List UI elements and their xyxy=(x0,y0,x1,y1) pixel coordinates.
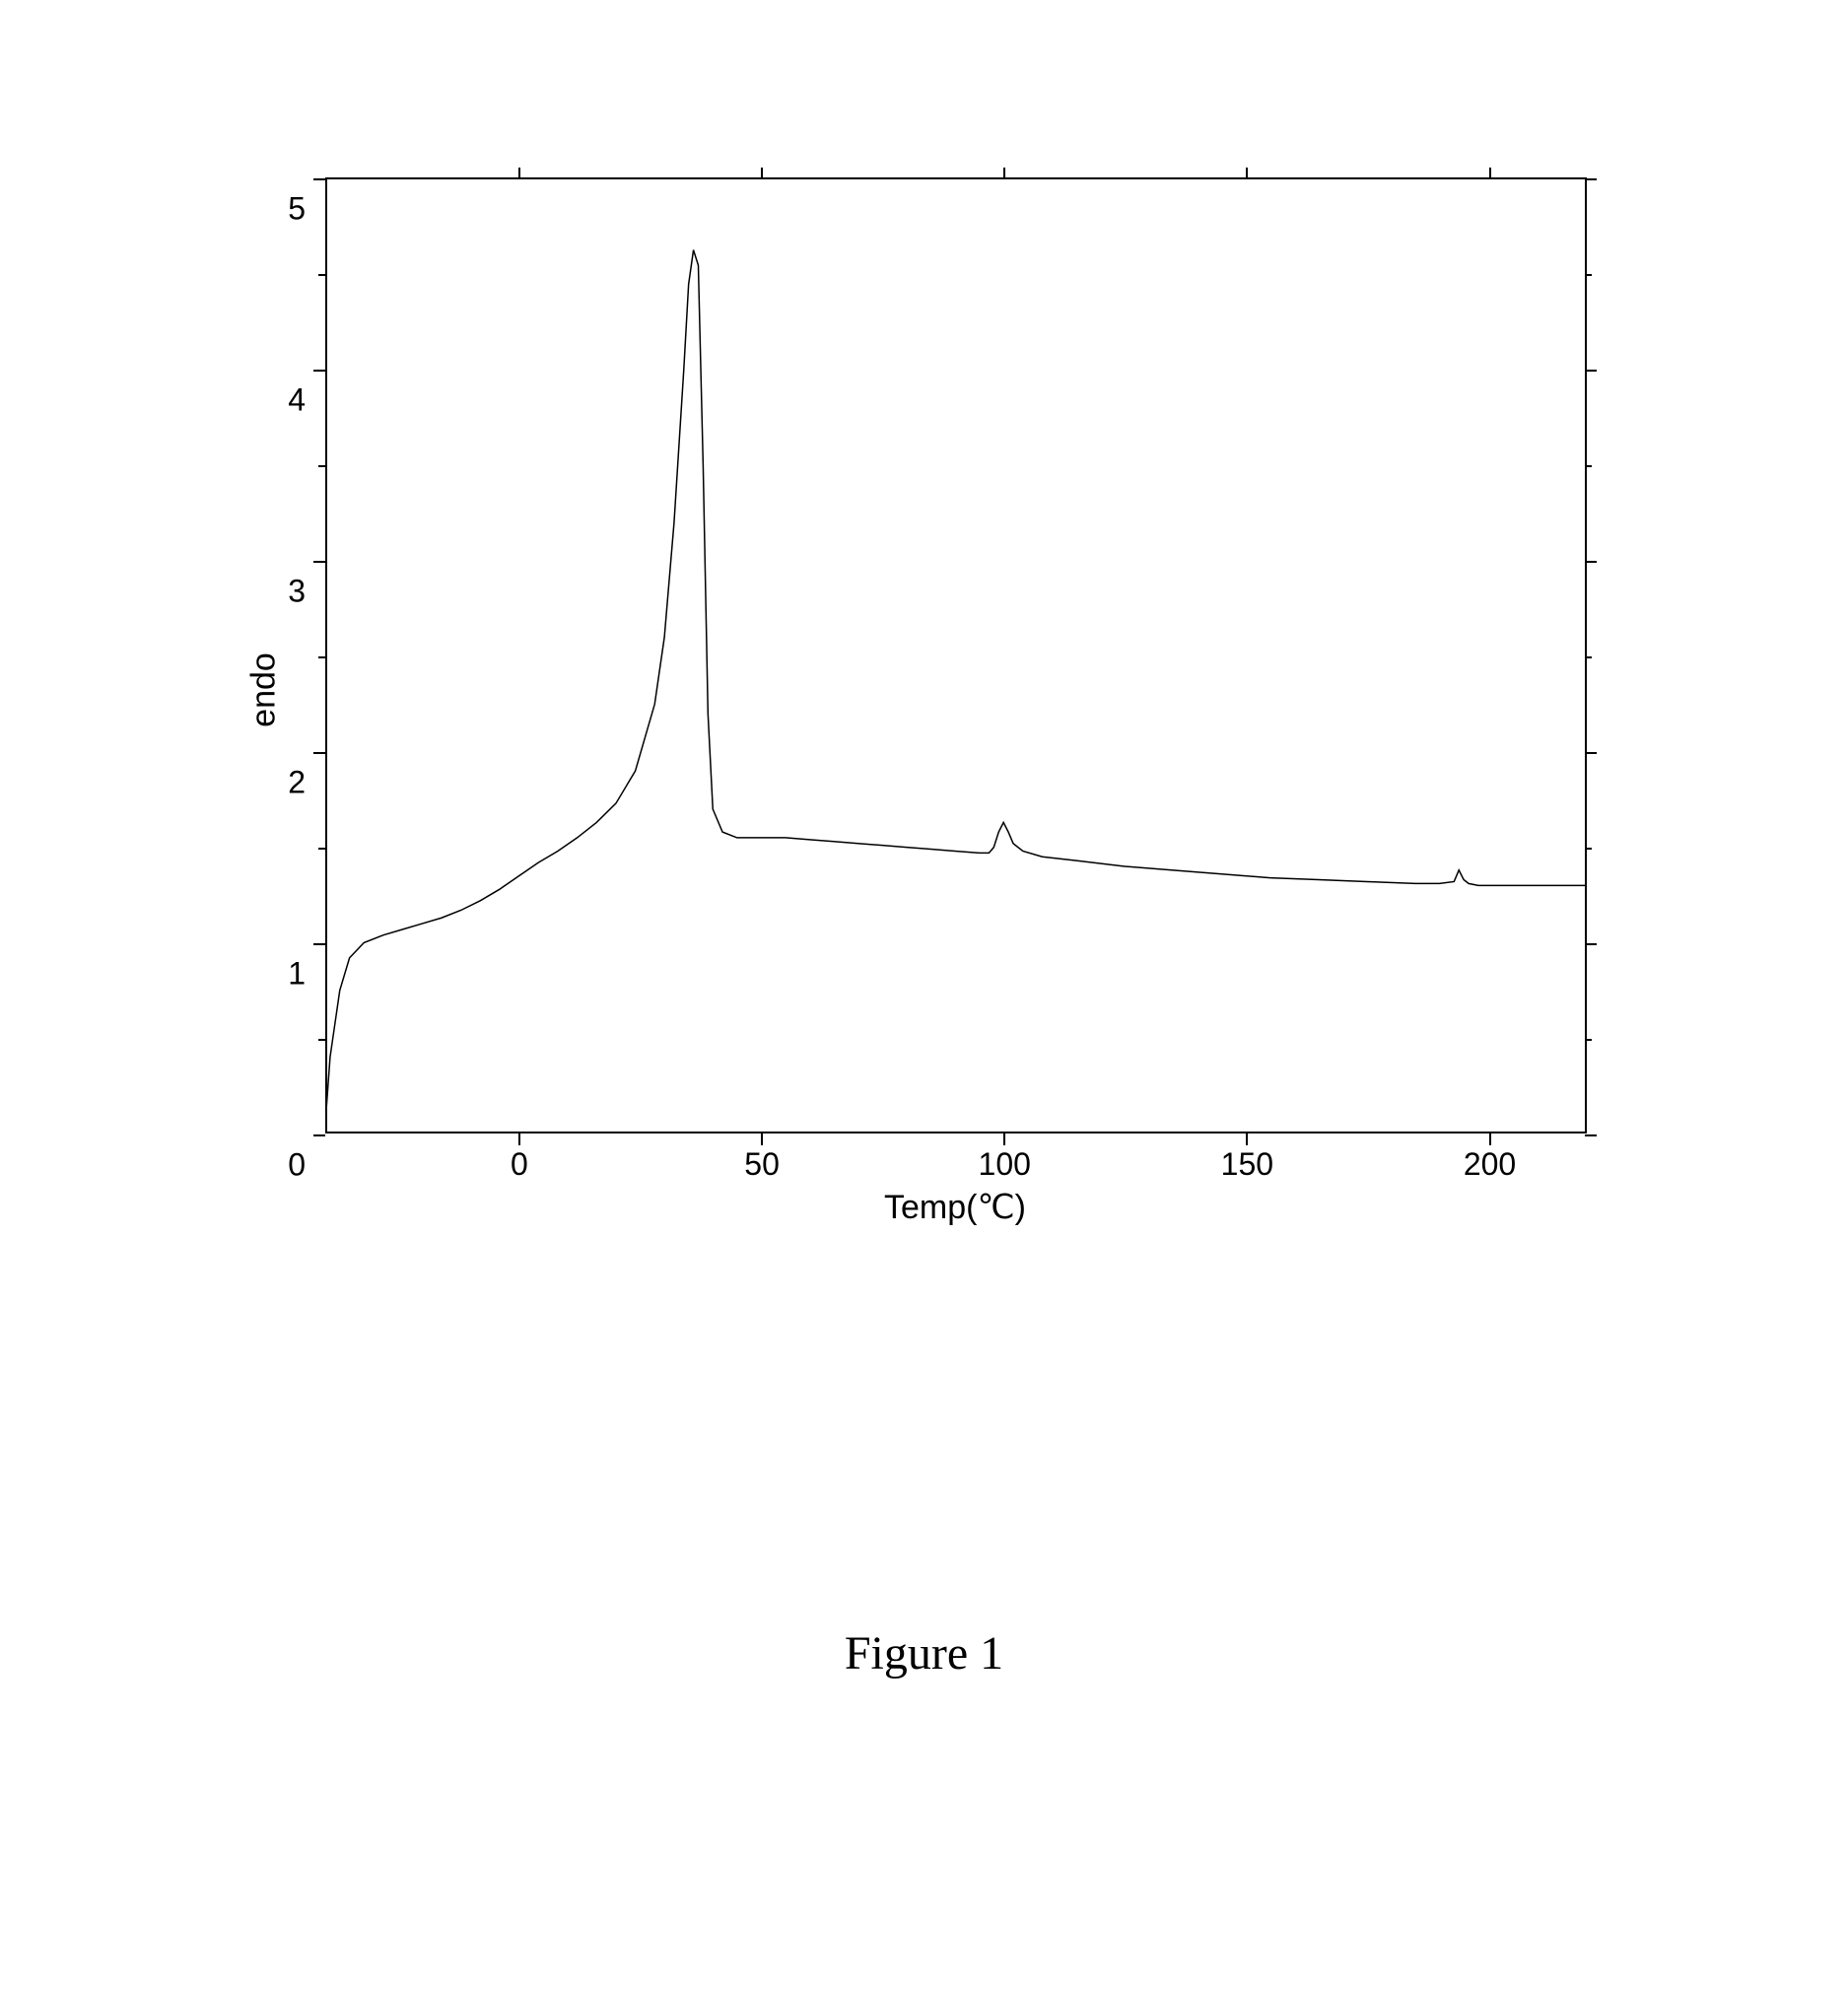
y-tick-minor xyxy=(318,1039,325,1041)
y-tick xyxy=(313,370,325,372)
dsc-chart: endo Temp(℃) 012345050100150200 xyxy=(227,148,1626,1232)
y-tick-label: 2 xyxy=(256,765,306,801)
y-tick-minor xyxy=(318,465,325,467)
y-tick-label: 4 xyxy=(256,382,306,419)
y-tick-minor xyxy=(318,848,325,850)
y-tick-minor-right xyxy=(1585,465,1592,467)
y-tick-right xyxy=(1585,178,1597,180)
y-tick-minor-right xyxy=(1585,274,1592,276)
y-tick-right xyxy=(1585,943,1597,945)
x-tick-label: 50 xyxy=(744,1146,780,1183)
y-tick-right xyxy=(1585,752,1597,754)
y-tick-label: 5 xyxy=(256,191,306,228)
y-tick-label: 0 xyxy=(256,1147,306,1184)
x-axis-title: Temp(℃) xyxy=(884,1188,1026,1227)
y-tick-minor xyxy=(318,274,325,276)
y-tick-minor xyxy=(318,656,325,658)
y-tick xyxy=(313,561,325,563)
x-tick xyxy=(1489,1133,1491,1145)
figure-caption: Figure 1 xyxy=(845,1626,1003,1681)
y-tick-minor-right xyxy=(1585,848,1592,850)
x-tick-label: 200 xyxy=(1464,1146,1516,1183)
y-tick xyxy=(313,943,325,945)
x-tick-top xyxy=(1246,168,1248,179)
y-tick-right xyxy=(1585,561,1597,563)
x-tick-label: 150 xyxy=(1221,1146,1273,1183)
y-tick-label: 3 xyxy=(256,574,306,610)
x-tick xyxy=(1003,1133,1005,1145)
y-tick-label: 1 xyxy=(256,956,306,993)
x-tick-label: 0 xyxy=(511,1146,528,1183)
x-tick xyxy=(518,1133,520,1145)
y-tick-right xyxy=(1585,370,1597,372)
plot-area: Temp(℃) 012345050100150200 xyxy=(325,177,1587,1133)
y-tick-right xyxy=(1585,1134,1597,1136)
y-tick xyxy=(313,178,325,180)
x-tick xyxy=(761,1133,763,1145)
x-tick-label: 100 xyxy=(979,1146,1031,1183)
x-tick-top xyxy=(761,168,763,179)
x-tick xyxy=(1246,1133,1248,1145)
y-tick xyxy=(313,752,325,754)
y-axis-title: endo xyxy=(244,652,283,727)
x-tick-top xyxy=(518,168,520,179)
y-tick-minor-right xyxy=(1585,1039,1592,1041)
x-tick-top xyxy=(1003,168,1005,179)
y-tick xyxy=(313,1134,325,1136)
x-tick-top xyxy=(1489,168,1491,179)
dsc-curve xyxy=(325,179,1585,1133)
y-tick-minor-right xyxy=(1585,656,1592,658)
